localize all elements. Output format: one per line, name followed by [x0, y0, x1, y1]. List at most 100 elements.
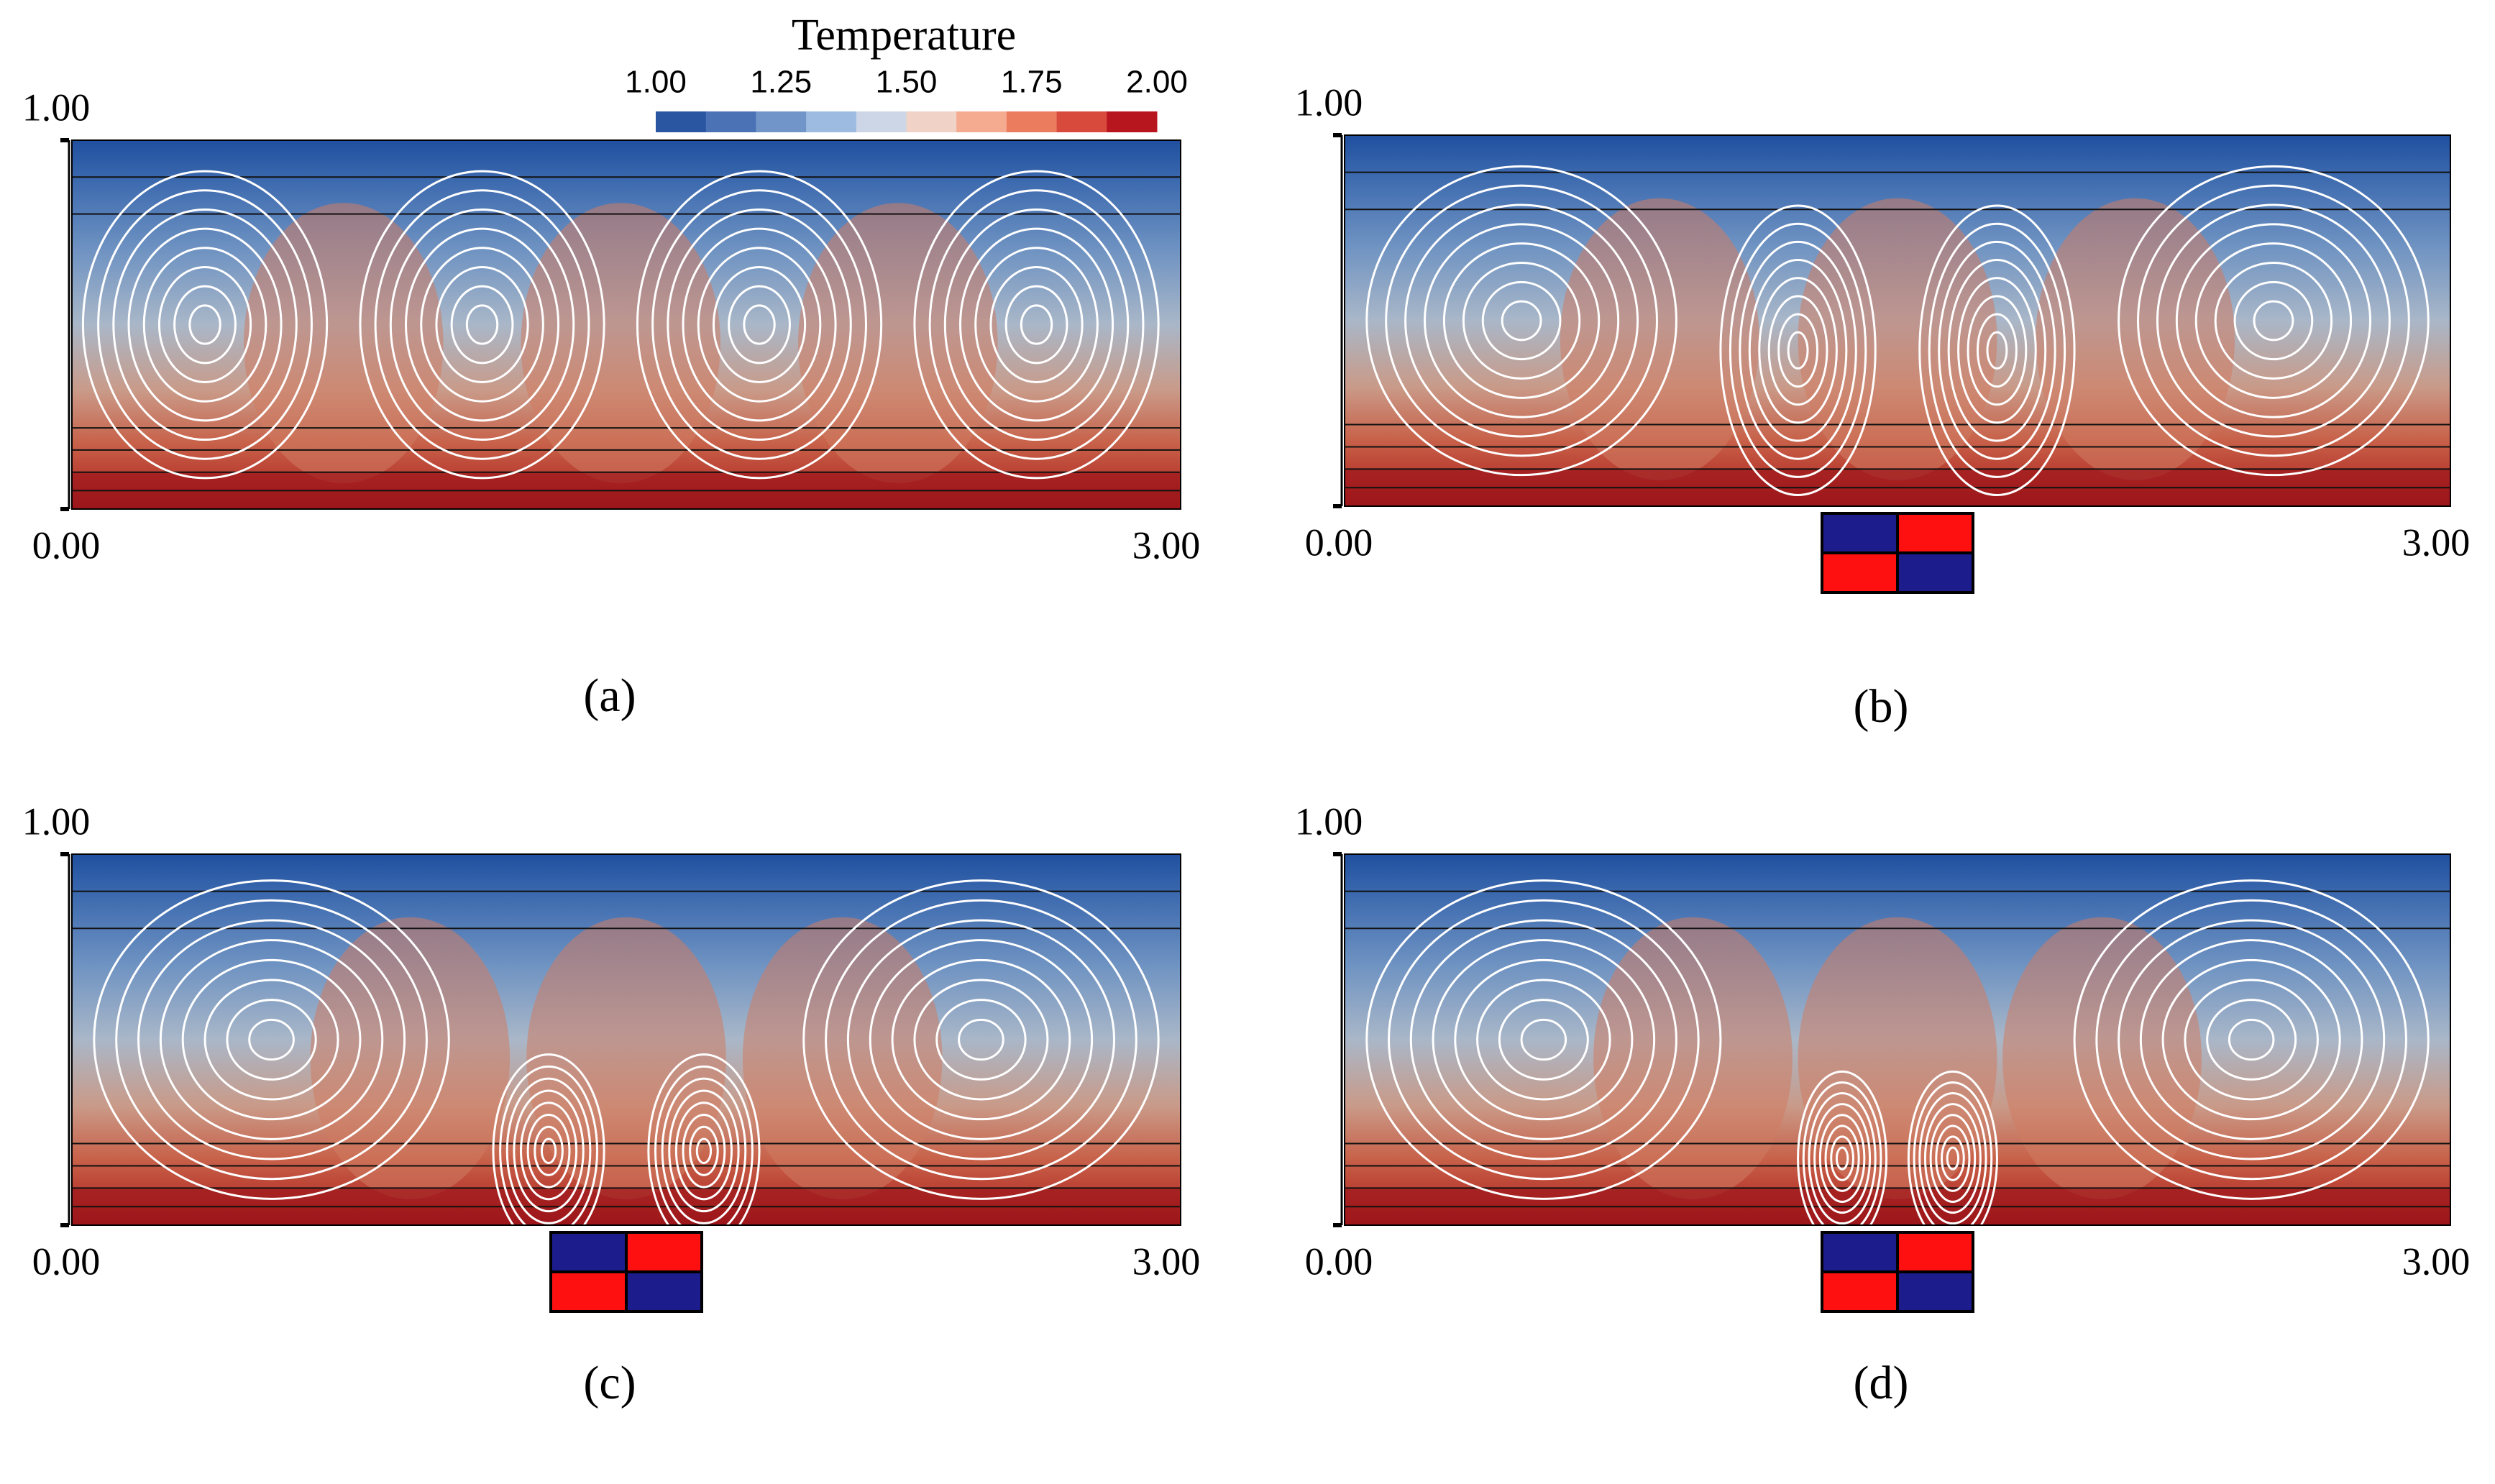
streamline: [674, 1101, 733, 1201]
colorbar-tick-label: 1.50: [876, 65, 938, 100]
actuator-cell: [625, 1231, 703, 1273]
streamline: [2118, 919, 2386, 1160]
streamline: [1004, 285, 1068, 365]
streamline: [1830, 1135, 1854, 1181]
streamline: [1918, 204, 2076, 497]
streamline: [1986, 331, 2008, 370]
streamline: [712, 265, 807, 384]
streamline: [81, 170, 329, 480]
plot-frame: [1344, 134, 2451, 507]
x-min-label: 0.00: [32, 523, 101, 567]
streamline: [127, 227, 283, 422]
streamline: [492, 1053, 605, 1249]
streamline: [1748, 259, 1848, 442]
streamline: [1923, 1103, 1982, 1214]
caption: (c): [583, 1357, 636, 1409]
streamline: [359, 170, 605, 480]
warm-plume: [1593, 917, 1793, 1199]
x-min-label: 0.00: [1305, 1240, 1373, 1283]
streamline: [1947, 259, 2047, 442]
streamline: [2214, 262, 2333, 380]
streamline: [112, 208, 298, 441]
colorbar-swatch: [1107, 111, 1158, 132]
colorbar-tick-label: 1.00: [625, 65, 687, 100]
x-min-label: 0.00: [32, 1240, 101, 1283]
streamline: [651, 189, 867, 460]
streamline: [1409, 919, 1677, 1160]
x-max-label: 3.00: [1132, 1240, 1201, 1283]
actuator-cell: [1821, 1270, 1899, 1313]
streamline: [682, 227, 837, 422]
streamline: [1462, 262, 1581, 380]
streamline: [1498, 999, 1589, 1081]
streamline: [1938, 240, 2056, 460]
warm-plume: [521, 203, 721, 484]
streamline: [1388, 899, 1700, 1181]
streamline: [435, 265, 529, 384]
streamline: [159, 939, 384, 1140]
streamline: [142, 247, 267, 403]
caption: (b): [1854, 680, 1909, 733]
colorbar-title: Temperature: [792, 11, 1016, 60]
caption: (d): [1854, 1357, 1909, 1409]
streamline: [668, 1089, 740, 1213]
warm-plume: [526, 917, 726, 1199]
streamline: [188, 304, 221, 345]
streamline: [93, 879, 450, 1200]
warm-plume: [1560, 198, 1759, 480]
actuator-cell: [1821, 512, 1899, 554]
streamline: [2095, 899, 2407, 1181]
streamline: [181, 958, 362, 1121]
streamline: [1385, 184, 1658, 457]
warm-plume: [798, 203, 998, 484]
streamline: [1929, 1114, 1977, 1203]
streamline: [1941, 1135, 1965, 1181]
warm-plume: [742, 917, 943, 1199]
streamline: [1454, 958, 1634, 1121]
streamline: [1365, 879, 1722, 1200]
streamline: [928, 189, 1145, 460]
streamline: [891, 958, 1071, 1121]
streamline: [1813, 1103, 1872, 1214]
x-max-label: 3.00: [2402, 1240, 2471, 1283]
colorbar-tick-label: 2.00: [1126, 65, 1188, 100]
streamline: [1501, 300, 1542, 342]
colorbar-swatch: [656, 111, 707, 132]
warm-plume: [2002, 917, 2202, 1199]
colorbar-swatch: [856, 111, 907, 132]
actuator-cell: [1896, 1270, 1974, 1313]
streamline: [1808, 1092, 1877, 1225]
streamline: [1719, 204, 1877, 497]
warm-plume: [2036, 198, 2235, 480]
streamline: [1481, 280, 1562, 361]
streamline: [420, 247, 544, 403]
warm-plume: [1798, 198, 1997, 480]
streamline: [226, 999, 317, 1081]
colorbar-tick-label: 1.75: [1001, 65, 1063, 100]
streamline: [697, 247, 822, 403]
streamline: [405, 227, 560, 422]
y-max-label: 1.00: [1295, 81, 1363, 124]
streamline: [869, 939, 1094, 1140]
streamline: [1739, 240, 1857, 460]
streamline: [935, 999, 1027, 1081]
streamline: [2156, 203, 2391, 438]
streamline: [465, 304, 499, 345]
x-min-label: 0.00: [1305, 521, 1373, 564]
streamline: [97, 189, 313, 460]
colorbar-swatch: [906, 111, 957, 132]
streamline: [1404, 203, 1639, 438]
colorbar-swatch: [956, 111, 1007, 132]
streamline: [1520, 1018, 1567, 1061]
streamline: [526, 1113, 571, 1188]
streamline: [1476, 979, 1611, 1101]
streamline: [728, 285, 791, 365]
colorbar-swatch: [756, 111, 807, 132]
streamline: [943, 208, 1130, 441]
y-max-label: 1.00: [1295, 800, 1363, 843]
streamline: [974, 247, 1099, 403]
streamline: [520, 1101, 578, 1201]
actuator-cell: [1896, 1231, 1974, 1273]
streamline: [1835, 1146, 1849, 1171]
